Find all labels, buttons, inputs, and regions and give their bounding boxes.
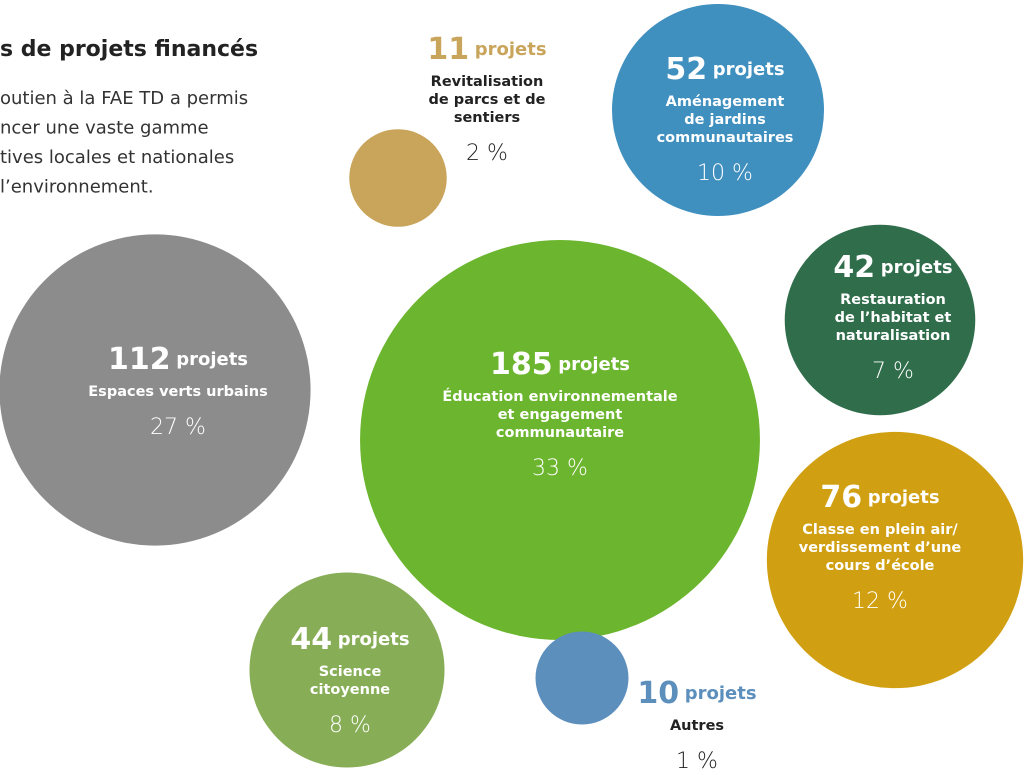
unit: projets [713,59,785,80]
category-label: communautaires [657,130,794,146]
percent-label: 12 % [852,589,908,614]
unit: projets [868,487,940,508]
percent-label: 7 % [872,359,914,384]
intro-line: l’environnement. [0,177,154,198]
category-label: communautaire [496,425,624,441]
intro-line: ncer une vaste gamme [0,118,209,139]
category-label: Éducation environnementale [442,388,677,405]
category-label: de jardins [684,112,765,128]
category-label: de l’habitat et [835,310,952,326]
count: 52 [665,52,707,87]
count-label: 11 projets [427,32,546,67]
count: 11 [427,32,469,67]
count: 44 [290,622,332,657]
percent-label: 10 % [697,161,753,186]
count: 76 [820,480,862,515]
unit: projets [475,39,547,60]
category-label: de parcs et de [429,92,546,108]
percent-label: 1 % [676,749,718,774]
percent-label: 33 % [532,456,588,481]
count: 112 [108,342,171,377]
title: s de projets financés [0,37,258,62]
count: 42 [833,250,875,285]
percent-label: 27 % [150,415,206,440]
unit: projets [881,257,953,278]
bubble [536,632,629,725]
category-label: sentiers [454,110,520,126]
infographic: s de projets financés outien à la FAE TD… [0,0,1036,775]
category-label: cours d’école [826,558,935,574]
category-label: Revitalisation [431,74,544,90]
count: 185 [490,347,553,382]
unit: projets [685,683,757,704]
category-label: Restauration [840,292,946,308]
count: 10 [637,676,679,711]
percent-label: 8 % [329,713,371,738]
category-label: naturalisation [836,328,951,344]
category-label: Autres [670,718,724,734]
category-label: citoyenne [310,682,390,698]
category-label: Espaces verts urbains [88,384,267,400]
intro-line: tives locales et nationales [0,147,234,168]
unit: projets [176,349,248,370]
intro-line: outien à la FAE TD a permis [0,88,248,109]
category-label: Classe en plein air/ [802,522,958,538]
unit: projets [338,629,410,650]
category-label: et engagement [498,407,623,423]
category-label: verdissement d’une [799,540,962,556]
category-label: Aménagement [666,94,785,110]
unit: projets [558,354,630,375]
category-label: Science [319,664,382,680]
percent-label: 2 % [466,141,508,166]
bubble [349,129,447,227]
count-label: 10 projets [637,676,756,711]
